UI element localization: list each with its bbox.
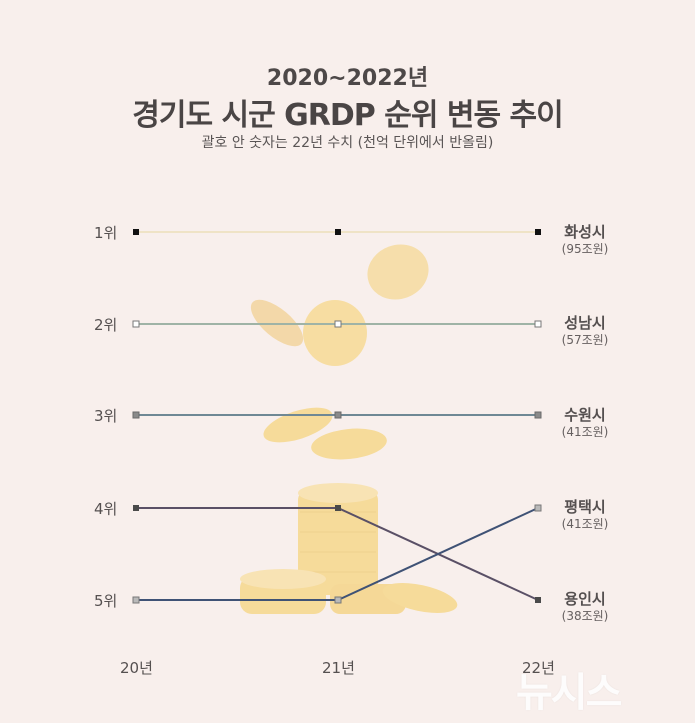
city-value: (41조원) bbox=[561, 517, 609, 531]
coin-illustration bbox=[240, 244, 458, 614]
city-value: (41조원) bbox=[561, 425, 609, 439]
city-label-suwon: 수원시 (41조원) bbox=[552, 406, 618, 440]
year-range-title: 2020~2022년 bbox=[266, 66, 429, 91]
markers-seongnam bbox=[132, 320, 542, 328]
city-name: 성남시 bbox=[564, 314, 606, 332]
markers-yongin bbox=[133, 505, 541, 603]
city-name: 화성시 bbox=[564, 223, 606, 241]
rank-label-1: 1위 bbox=[94, 224, 118, 242]
city-name: 평택시 bbox=[564, 498, 606, 516]
markers-hwaseong bbox=[133, 229, 541, 235]
year-label-21: 21년 bbox=[322, 659, 355, 677]
city-label-seongnam: 성남시 (57조원) bbox=[552, 314, 618, 348]
chart-title: 경기도 시군 GRDP 순위 변동 추이 bbox=[132, 98, 563, 133]
city-value: (38조원) bbox=[561, 609, 609, 623]
newsis-watermark: 뉴시스 bbox=[516, 670, 622, 716]
city-label-pyeongtaek: 평택시 (41조원) bbox=[552, 498, 618, 532]
city-label-yongin: 용인시 (38조원) bbox=[552, 590, 618, 624]
year-label-20: 20년 bbox=[120, 659, 153, 677]
rank-label-4: 4위 bbox=[94, 500, 118, 518]
city-value: (95조원) bbox=[561, 242, 609, 256]
rank-label-5: 5위 bbox=[94, 592, 118, 610]
markers-suwon bbox=[132, 411, 542, 419]
city-name: 수원시 bbox=[564, 406, 606, 424]
year-label-22: 22년 bbox=[522, 659, 555, 677]
city-name: 용인시 bbox=[564, 590, 606, 608]
rank-label-2: 2위 bbox=[94, 316, 118, 334]
city-value: (57조원) bbox=[561, 333, 609, 347]
rank-label-3: 3위 bbox=[94, 407, 118, 425]
markers-pyeongtaek bbox=[132, 504, 542, 604]
city-label-hwaseong: 화성시 (95조원) bbox=[552, 223, 618, 257]
chart-subtitle: 괄호 안 숫자는 22년 수치 (천억 단위에서 반올림) bbox=[201, 135, 494, 151]
